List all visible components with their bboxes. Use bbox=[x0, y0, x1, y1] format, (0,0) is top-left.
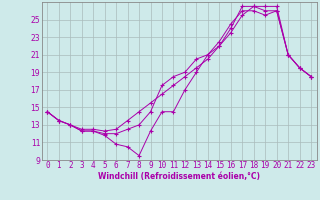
X-axis label: Windchill (Refroidissement éolien,°C): Windchill (Refroidissement éolien,°C) bbox=[98, 172, 260, 181]
